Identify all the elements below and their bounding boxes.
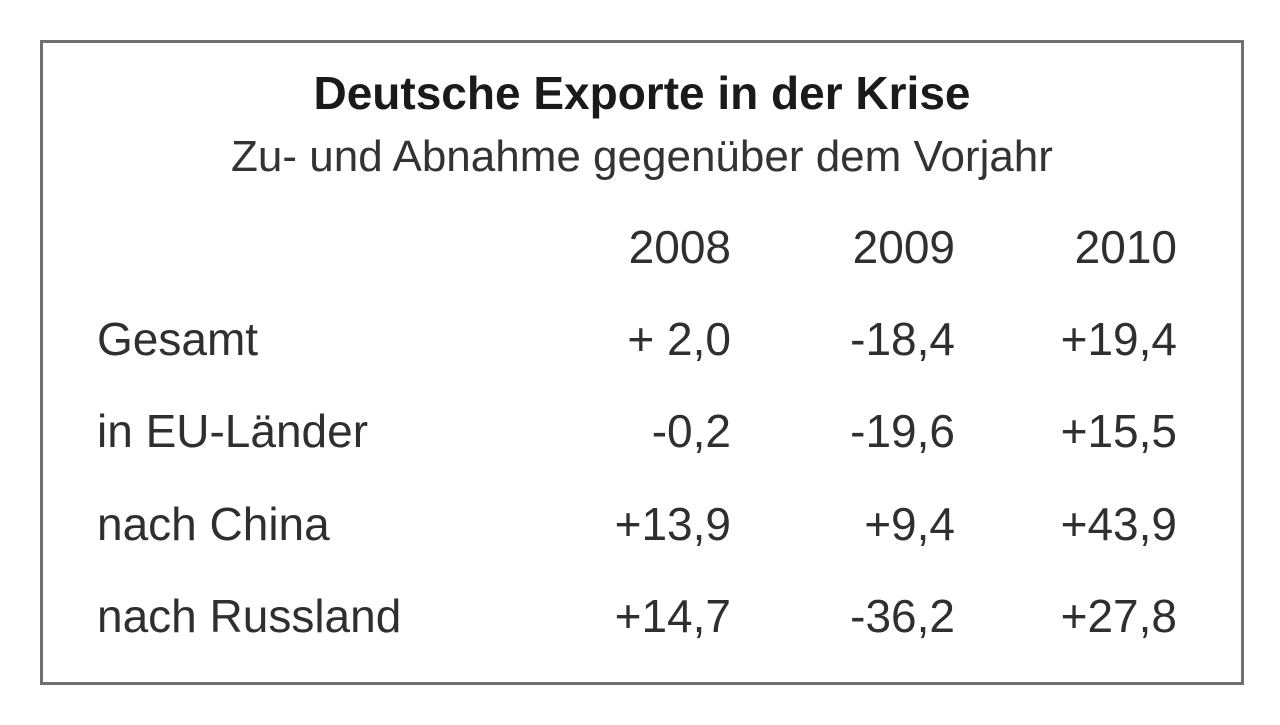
cell-eu-2010: +15,5 [1060,405,1177,457]
row-label-eu: in EU-Länder [97,405,369,457]
cell-russland-2010: +27,8 [1060,590,1177,642]
cell-russland-2008: +14,7 [614,590,731,642]
cell-gesamt-2010: +19,4 [1060,313,1177,365]
row-label-gesamt: Gesamt [97,313,259,365]
table-title: Deutsche Exporte in der Krise [313,67,971,119]
cell-china-2010: +43,9 [1060,498,1177,550]
cell-eu-2008: -0,2 [651,405,731,457]
cell-china-2008: +13,9 [614,498,731,550]
table-frame: Deutsche Exporte in der Krise Zu- und Ab… [40,40,1244,685]
column-header-2008: 2008 [628,221,731,273]
cell-china-2009: +9,4 [864,498,955,550]
column-header-2010: 2010 [1074,221,1177,273]
cell-gesamt-2009: -18,4 [850,313,955,365]
cell-eu-2009: -19,6 [850,405,955,457]
cell-russland-2009: -36,2 [850,590,955,642]
row-label-china: nach China [97,498,330,550]
row-label-russland: nach Russland [97,590,402,642]
column-header-2009: 2009 [852,221,955,273]
cell-gesamt-2008: + 2,0 [627,313,731,365]
table-subtitle: Zu- und Abnahme gegenüber dem Vorjahr [231,132,1053,181]
